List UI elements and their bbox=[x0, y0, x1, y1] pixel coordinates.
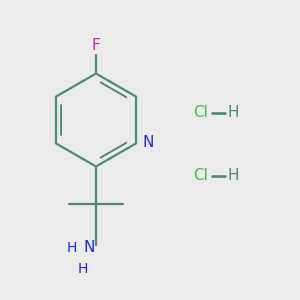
Text: F: F bbox=[92, 38, 100, 52]
Text: H: H bbox=[227, 168, 239, 183]
Text: Cl: Cl bbox=[194, 168, 208, 183]
Text: H: H bbox=[227, 105, 239, 120]
Text: H: H bbox=[78, 262, 88, 276]
Text: N: N bbox=[83, 240, 94, 255]
Text: Cl: Cl bbox=[194, 105, 208, 120]
Text: N: N bbox=[142, 135, 154, 150]
Text: H: H bbox=[67, 241, 77, 254]
